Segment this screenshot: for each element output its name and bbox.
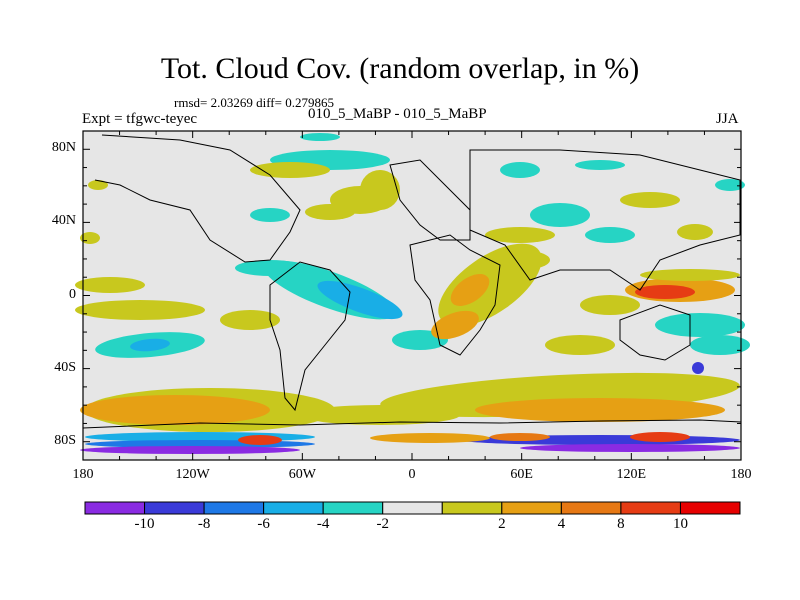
anomaly-contour xyxy=(690,335,750,355)
anomaly-contour xyxy=(88,180,108,190)
anomaly-contour xyxy=(580,295,640,315)
anomaly-contour xyxy=(450,274,490,306)
anomaly-contour xyxy=(370,433,490,443)
x-tick-label: 180 xyxy=(72,467,94,482)
stats-text: rmsd= 2.03269 diff= 0.279865 xyxy=(174,95,334,110)
plot-title: Tot. Cloud Cov. (random overlap, in %) xyxy=(160,52,640,85)
colorbar-label: 10 xyxy=(672,516,688,532)
colorbar-label: 4 xyxy=(557,516,566,532)
anomaly-contour xyxy=(485,227,555,243)
colorbar-swatch xyxy=(382,501,443,515)
colorbar-swatch xyxy=(144,501,205,515)
x-tick-label: 180 xyxy=(730,467,752,482)
anomaly-contour xyxy=(300,405,460,425)
anomaly-contour xyxy=(630,432,690,442)
anomaly-contour xyxy=(520,444,740,452)
colorbar-swatch xyxy=(501,501,562,515)
colorbar-label: 2 xyxy=(498,516,506,532)
colorbar-label: -6 xyxy=(257,516,270,532)
colorbar-swatch xyxy=(84,501,146,515)
y-tick-label: 0 xyxy=(69,286,76,302)
anomaly-contour xyxy=(80,395,270,425)
y-tick-label: 40N xyxy=(51,213,76,229)
anomaly-contour xyxy=(317,280,403,320)
experiment-label: Expt = tfgwc-teyec xyxy=(82,111,198,127)
anomaly-contour xyxy=(655,313,745,337)
y-tick-label: 80S xyxy=(54,432,76,448)
anomaly-contour xyxy=(635,285,695,299)
anomaly-contour xyxy=(305,204,355,220)
anomaly-contour xyxy=(300,133,340,141)
anomaly-contour xyxy=(530,203,590,227)
coastline xyxy=(94,134,301,263)
anomaly-contour xyxy=(545,335,615,355)
coastline xyxy=(469,149,741,291)
colorbar-swatch xyxy=(441,501,503,515)
y-tick-label: 80N xyxy=(51,140,76,156)
colorbar-label: -10 xyxy=(134,516,155,532)
season-label: JJA xyxy=(716,111,739,127)
coastline xyxy=(82,419,742,429)
anomaly-contour xyxy=(620,192,680,208)
anomaly-contour xyxy=(431,310,479,340)
anomaly-contour xyxy=(80,446,300,454)
x-tick-label: 120E xyxy=(616,467,647,482)
colorbar-label: 8 xyxy=(617,516,625,532)
colorbar-label: -4 xyxy=(316,516,330,532)
anomaly-contour xyxy=(238,435,282,445)
colorbar-label: -8 xyxy=(197,516,211,532)
coastline xyxy=(619,304,691,361)
coastline xyxy=(269,261,351,412)
anomaly-contour xyxy=(575,160,625,170)
y-tick-label: 40S xyxy=(54,359,76,375)
colorbar-swatch xyxy=(263,501,324,515)
anomaly-contour xyxy=(490,250,550,270)
anomaly-contour xyxy=(715,179,745,191)
map-panel xyxy=(75,130,750,461)
colorbar-swatch xyxy=(322,501,384,515)
anomaly-contour xyxy=(250,208,290,222)
anomaly-contour xyxy=(585,227,635,243)
x-tick-label: 60W xyxy=(288,467,316,482)
anomaly-contour xyxy=(490,433,550,441)
anomaly-contour xyxy=(250,162,330,178)
colorbar-label: -2 xyxy=(376,516,389,532)
colorbar-swatch xyxy=(679,501,741,515)
coastline xyxy=(409,234,501,356)
anomaly-contour xyxy=(75,300,205,320)
anomaly-contour xyxy=(692,362,704,374)
anomaly-contour xyxy=(75,277,145,293)
x-tick-label: 60E xyxy=(510,467,533,482)
anomaly-contour xyxy=(640,269,740,281)
anomaly-contour xyxy=(677,224,713,240)
colorbar-swatch xyxy=(560,501,622,515)
comparison-label: 010_5_MaBP - 010_5_MaBP xyxy=(308,106,487,122)
anomaly-contour xyxy=(500,162,540,178)
colorbar-swatch xyxy=(203,501,265,515)
x-tick-label: 0 xyxy=(408,467,416,482)
anomaly-contour xyxy=(130,338,170,352)
anomaly-contour xyxy=(475,398,725,422)
colorbar-swatch xyxy=(620,501,681,515)
coastline xyxy=(389,159,471,241)
anomaly-contour xyxy=(220,310,280,330)
anomaly-contour xyxy=(360,170,400,210)
x-tick-label: 120W xyxy=(175,467,210,482)
colorbar xyxy=(84,501,741,515)
